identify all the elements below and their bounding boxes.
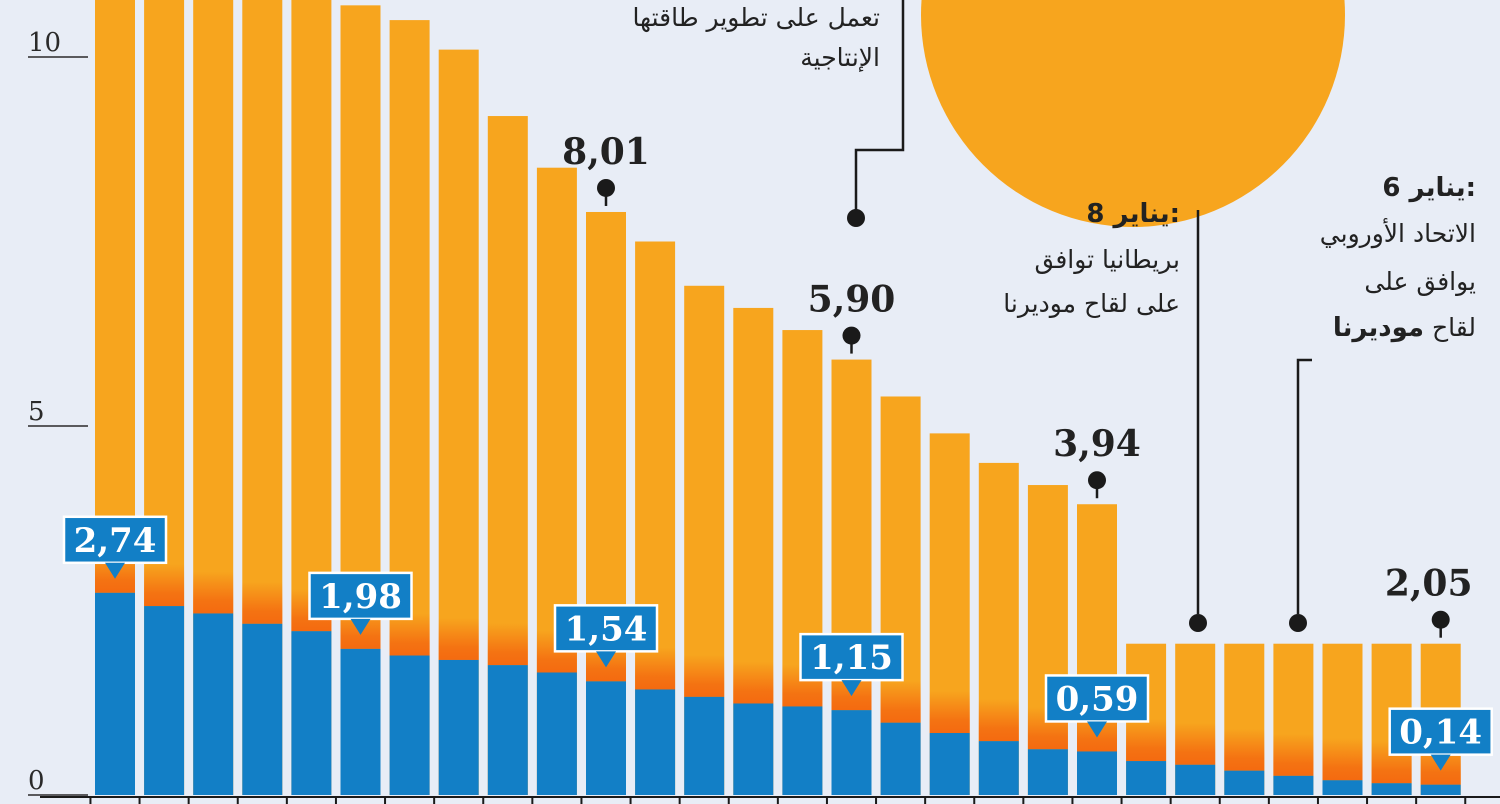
bar-blue <box>1126 761 1167 795</box>
annotation-jan-6-line-3-bold: موديرنا <box>1333 313 1424 343</box>
x-axis <box>40 796 1500 804</box>
bar-blue <box>1273 775 1314 795</box>
value-label-pointer <box>1087 721 1107 738</box>
bar-blue <box>1420 784 1461 795</box>
value-label-box <box>553 604 659 653</box>
bars <box>95 0 1461 796</box>
bar-glow <box>684 654 725 697</box>
bar-blue <box>536 672 577 795</box>
bar-glow <box>1273 733 1314 776</box>
bar-glow <box>438 617 479 660</box>
value-label: 1,98 <box>319 577 402 617</box>
bar-blue <box>1224 770 1265 795</box>
bar-blue <box>487 665 528 795</box>
value-label: 0,59 <box>1056 679 1139 719</box>
bar-blue <box>684 696 725 795</box>
bar-blue <box>95 592 135 795</box>
y-tick-label: 5 <box>28 397 45 427</box>
bar-blue <box>340 648 381 795</box>
bar-glow <box>144 564 185 607</box>
bar-glow <box>1126 719 1167 762</box>
annotation-jan-8-line-1: بريطانيا توافق <box>1034 245 1180 274</box>
bar-glow <box>193 571 234 614</box>
bar-blue <box>242 623 283 795</box>
bar-glow <box>978 699 1019 742</box>
value-label: 3,94 <box>1053 423 1141 465</box>
bar-blue <box>635 689 676 795</box>
value-label-dot <box>597 178 615 197</box>
annotation-top-note: تعمل على تطوير طاقتها الإنتاجية <box>632 0 905 227</box>
bar-glow <box>389 613 430 656</box>
value-label-dot <box>1431 610 1450 629</box>
value-label-pointer <box>350 618 371 635</box>
bar-glow <box>929 691 970 734</box>
value-label: 1,15 <box>810 638 893 678</box>
bar-blue <box>1027 749 1068 795</box>
annotation-top-note-line-2: الإنتاجية <box>800 43 880 72</box>
value-label-pointer <box>1430 754 1451 771</box>
bar-blue <box>291 631 332 795</box>
y-tick-label: 0 <box>28 766 45 796</box>
value-label-pointer <box>841 680 862 697</box>
value-label-pointer <box>105 562 125 579</box>
value-label: 0,14 <box>1399 713 1482 753</box>
bar-glow <box>733 661 774 704</box>
value-label: 1,54 <box>565 609 648 649</box>
y-tick-label: 10 <box>28 28 61 58</box>
annotation-jan-8: 8 يناير: بريطانيا توافق على لقاح موديرنا <box>1003 199 1207 632</box>
bar-glow <box>880 680 921 723</box>
annotation-jan-6-date: 6 يناير: <box>1382 173 1476 203</box>
annotation-jan-6-line-2: يوافق على <box>1364 267 1476 296</box>
value-labels: 8,01 5,90 3,94 2,05 2,74 1,98 1,54 1,15 0,59 0,14 <box>62 131 1493 771</box>
annotation-top-note-line-1: تعمل على تطوير طاقتها <box>632 3 880 33</box>
annotation-jan-8-dot <box>1189 614 1207 632</box>
annotation-jan-8-date: 8 يناير: <box>1086 199 1180 229</box>
value-label-dot <box>1088 471 1106 490</box>
bar-blue <box>1371 783 1412 795</box>
value-label-pointer <box>596 651 616 668</box>
bar-glow <box>1175 722 1216 765</box>
bar-blue <box>389 655 430 795</box>
bar-blue <box>733 703 774 795</box>
annotation-jan-6-line-3: لقاح موديرنا <box>1333 313 1476 343</box>
bar-blue <box>586 681 626 795</box>
bar-blue <box>978 741 1019 795</box>
annotation-jan-6-line-1: الاتحاد الأوروبي <box>1320 217 1476 249</box>
value-label: 8,01 <box>562 131 650 173</box>
annotation-jan-6-leader <box>1296 358 1312 614</box>
bar-blue <box>193 613 234 795</box>
bar-blue <box>880 722 921 795</box>
bar-blue <box>782 706 823 795</box>
annotation-jan-6-line-3-regular: لقاح <box>1424 313 1476 342</box>
decorative-circle <box>921 0 1345 227</box>
bar-blue <box>438 659 479 795</box>
bar-glow <box>487 623 528 666</box>
annotation-jan-6-dot <box>1289 614 1307 632</box>
annotation-jan-8-line-2: على لقاح موديرنا <box>1003 289 1180 318</box>
bar-glow <box>242 581 283 624</box>
annotation-top-note-leader <box>854 0 905 210</box>
value-label-dot <box>842 326 861 345</box>
bar-blue <box>144 606 185 795</box>
bar-blue <box>1077 751 1117 795</box>
bar-blue <box>1322 780 1363 795</box>
bar-blue <box>1175 764 1216 795</box>
value-label-box <box>799 632 904 682</box>
bar-blue <box>831 710 872 795</box>
y-axis: 0 5 10 <box>28 28 88 796</box>
annotation-top-note-dot <box>847 209 865 227</box>
bar-glow <box>1322 738 1363 781</box>
annotation-jan-6: 6 يناير: الاتحاد الأوروبي يوافق على لقاح… <box>1289 173 1476 632</box>
value-label: 2,05 <box>1385 563 1473 605</box>
value-label: 2,74 <box>74 521 157 561</box>
bar-glow <box>635 647 676 690</box>
bar-glow <box>1224 728 1265 771</box>
value-label: 5,90 <box>808 279 896 321</box>
value-label-box <box>1388 707 1493 756</box>
bar-blue <box>929 733 970 795</box>
